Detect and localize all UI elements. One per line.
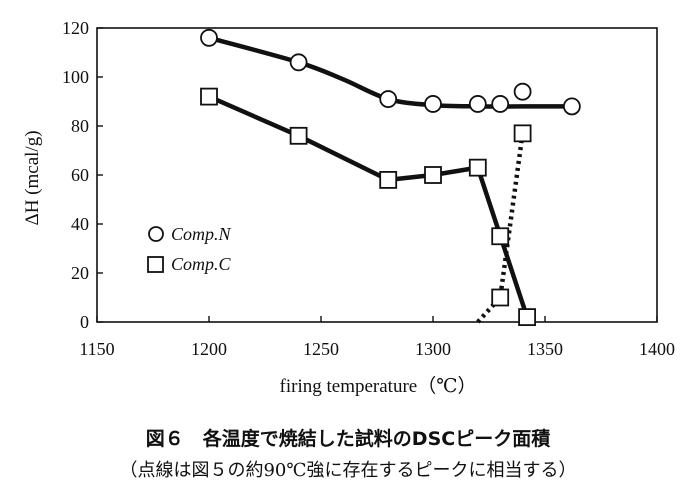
figure-caption-title: 図６ 各温度で焼結した試料のDSCピーク面積 [145,428,551,450]
x-tick-label: 1400 [639,339,675,359]
legend: Comp.N Comp.C [147,224,232,274]
comp-n-point [513,82,532,101]
comp-n-point [562,97,581,116]
y-axis-label: ΔH (mcal/g) [22,130,43,225]
y-axis-ticks: 0 20 40 60 80 100 120 [62,18,103,332]
legend-square-marker [147,256,164,273]
comp-c-point [491,227,510,246]
x-tick-label: 1250 [303,339,339,359]
x-tick-label: 1200 [191,339,227,359]
dsc-chart: 0 20 40 60 80 100 120 1150 1200 1250 1300 1350 1400… [22,18,675,397]
comp-n-point [289,53,308,72]
comp-c-point [289,126,308,145]
comp-c-curve [208,94,530,318]
legend-label-comp-c: Comp.C [171,254,232,274]
comp-n-point [491,95,510,113]
legend-label-comp-n: Comp.N [171,224,232,244]
y-tick-label: 80 [71,116,89,136]
comp-c-point [200,87,218,106]
comp-n-point [424,95,442,113]
x-tick-label: 1350 [527,339,563,359]
legend-circle-marker [148,226,164,242]
comp-c-point [518,308,536,327]
figure-caption-note: （点線は図５の約90℃強に存在するピークに相当する） [119,460,577,481]
x-tick-label: 1300 [415,339,451,359]
comp-n-point [468,95,487,113]
y-tick-label: 0 [80,312,89,332]
y-tick-label: 100 [62,67,89,87]
comp-c-point [491,288,510,307]
comp-c-point [468,158,487,177]
x-axis-label: firing temperature（℃） [280,375,477,397]
comp-c-point [379,170,398,189]
comp-n-point [379,90,398,108]
y-tick-label: 120 [62,18,89,38]
comp-c-point [424,166,442,184]
x-tick-label: 1150 [79,339,114,359]
y-tick-label: 60 [71,165,89,185]
comp-c-point [513,124,532,143]
x-axis-ticks: 1150 1200 1250 1300 1350 1400 [79,316,675,359]
series-layer [200,28,581,327]
comp-n-point [200,28,218,47]
y-tick-label: 40 [71,214,89,234]
y-tick-label: 20 [71,263,89,283]
